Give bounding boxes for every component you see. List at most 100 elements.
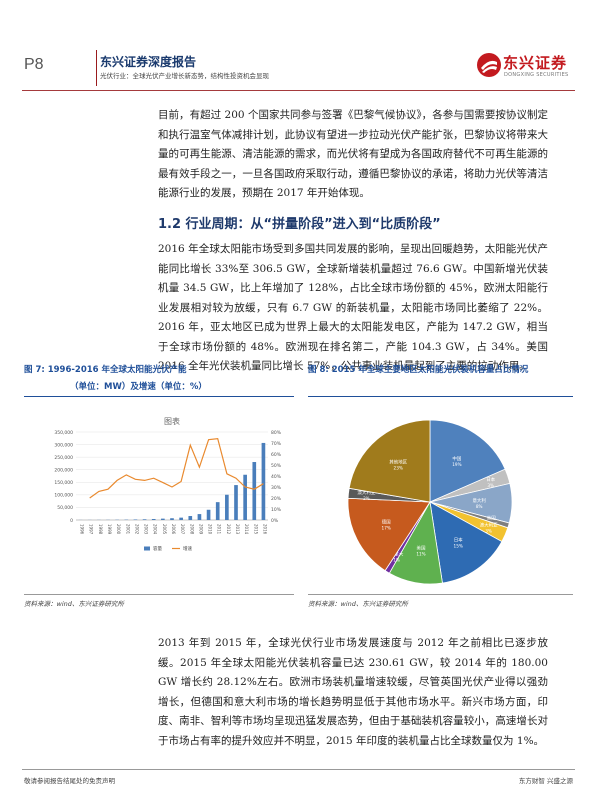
chart7-growth-line — [89, 437, 264, 499]
chart7-xtick: 2009 — [198, 524, 203, 535]
chart7-ytick-left: 100,000 — [54, 493, 73, 499]
pie-slice-pct: 1% — [393, 558, 400, 563]
pie-slice-label: 其他地区 — [389, 458, 407, 465]
chart7-bar — [151, 518, 156, 520]
pie-slice-pct: 2% — [363, 496, 370, 501]
chart7-xtick: 2012 — [226, 524, 231, 535]
chart7-bar — [133, 519, 138, 520]
chart7-ytick-left: 350,000 — [54, 430, 73, 436]
chart7-xtick: 2016 — [262, 524, 267, 535]
chart7-ytick-right: 10% — [271, 507, 282, 513]
chart7-xtick: 2011 — [217, 524, 222, 535]
chart7-bar — [142, 519, 147, 520]
chart7-xtick: 2007 — [180, 524, 185, 535]
pie-slice-label: 澳大利亚 — [480, 522, 498, 529]
chart7-xtick: 2003 — [144, 524, 149, 535]
chart7-legend-bar-swatch — [144, 546, 150, 551]
footer-slogan: 东方财智 兴盛之源 — [518, 777, 573, 785]
logo-mark-icon — [477, 53, 501, 77]
pie-slice-pct: 15% — [454, 543, 463, 548]
fig7-caption-units: （单位：MW）及增速（单位：%） — [70, 382, 207, 392]
chart7-xtick: 2002 — [134, 524, 139, 535]
chart7-ytick-left: 50,000 — [57, 505, 73, 511]
chart7-ytick-right: 80% — [271, 430, 282, 436]
fig7-caption: 图 7: 1996-2016 年全球太阳能光伏产能 — [24, 365, 187, 375]
pie-slice-pct: 3% — [487, 483, 494, 488]
logo-name: 东兴证券 — [503, 54, 568, 72]
chart7-xtick: 1999 — [107, 524, 112, 535]
chart7-ytick-right: 70% — [271, 441, 282, 447]
chart7-xtick: 2010 — [208, 524, 213, 535]
pie-slice — [429, 419, 506, 503]
chart7-ytick-right: 0% — [271, 518, 279, 524]
page-number: P8 — [24, 56, 44, 73]
chart7-ytick-left: 300,000 — [54, 442, 73, 448]
chart7-xtick: 2014 — [244, 524, 249, 535]
pie-slice-label: 美国 — [487, 514, 496, 521]
chart7-bar — [188, 516, 193, 520]
header-divider — [96, 50, 97, 86]
chart7-xtick: 2015 — [253, 524, 258, 535]
chart7-xtick: 2006 — [171, 524, 176, 535]
region-share-pie-chart: 中国19%日本3%意大利8%美国澳大利亚3%日本15%美国11%加拿大1%德国1… — [347, 419, 513, 585]
paragraph-1: 目前，有超过 200 个国家共同参与签署《巴黎气候协议》，各参与国需要按协议制定… — [158, 109, 548, 199]
chart7-xtick: 2013 — [235, 524, 240, 535]
chart7-bar — [225, 494, 229, 520]
pie-slice-pct: 8% — [476, 504, 483, 509]
chart7-xtick: 1998 — [98, 524, 103, 535]
fig8-top-rule — [308, 396, 573, 397]
pie-slice-label: 日本 — [454, 536, 463, 543]
pie-slice — [347, 497, 431, 572]
chart7-ytick-right: 30% — [271, 485, 282, 491]
chart7-bar — [170, 518, 174, 520]
chart7-xtick: 1996 — [80, 524, 85, 535]
chart7-ytick-right: 60% — [271, 452, 282, 458]
fig7-bottom-rule — [24, 594, 294, 595]
paragraph-3: 2013 年到 2015 年，全球光伏行业市场发展速度与 2012 年之前相比已… — [158, 637, 548, 747]
pie-slice-label: 加拿大 — [390, 551, 404, 558]
fig8-caption: 图 8: 2015 年全球主要地区太阳能光伏装机容量占比情况 — [308, 365, 529, 375]
fig7-top-rule — [24, 396, 294, 397]
chart7-bar — [215, 502, 220, 520]
chart7-xtick: 2004 — [153, 524, 158, 535]
chart7-bar — [161, 518, 165, 520]
chart7-xtick: 2008 — [189, 524, 194, 535]
paragraph-2: 2016 年全球太阳能市场受到多国共同发展的影响，呈现出回暖趋势，太阳能光伏产能… — [158, 243, 548, 372]
chart7-ytick-left: 250,000 — [54, 455, 73, 461]
chart7-ytick-left: 200,000 — [54, 468, 73, 474]
fig8-bottom-rule — [308, 594, 573, 595]
report-title: 东兴证券深度报告 — [100, 55, 197, 69]
pie-slice-label: 澳大利亚 — [357, 489, 375, 496]
company-logo: 东兴证券 DONGXING SECURITIES — [476, 50, 576, 84]
pie-slice — [348, 419, 431, 503]
chart7-legend-bar-label: 容量 — [153, 545, 162, 552]
chart7-bar — [252, 462, 257, 520]
chart7-bar — [197, 514, 202, 520]
pie-slice-pct: 19% — [452, 462, 461, 467]
fig7-source: 资料来源：wind、东兴证券研究所 — [24, 600, 124, 608]
pie-slice-label: 日本 — [486, 476, 495, 483]
pie-slice-pct: 17% — [382, 525, 391, 530]
pie-slice-label: 中国 — [452, 455, 461, 462]
pie-slice-label: 德国 — [382, 518, 391, 525]
chart7-ytick-right: 50% — [271, 463, 282, 469]
fig8-source: 资料来源：wind、东兴证券研究所 — [308, 600, 408, 608]
chart7-legend-line-label: 增速 — [183, 545, 192, 552]
footer-rule — [22, 769, 575, 770]
chart7-bar — [261, 442, 266, 520]
disclaimer-note: 敬请参阅报告结尾处的免责声明 — [24, 777, 115, 785]
capacity-growth-chart: 图表 0 50,000 100,000 150,000 200,000 250,000 300… — [54, 416, 282, 552]
pie-slice — [429, 501, 503, 584]
page-header: P8 东兴证券深度报告 光伏行业：全球光伏产业增长新态势，结构性投资机会显现 东… — [0, 0, 595, 91]
logo-en: DONGXING SECURITIES — [504, 72, 569, 78]
chart7-bar — [243, 474, 247, 520]
chart7-ytick-right: 40% — [271, 474, 282, 480]
chart7-xtick: 2001 — [125, 524, 130, 535]
report-subtitle: 光伏行业：全球光伏产业增长新态势，结构性投资机会显现 — [100, 72, 269, 80]
pie-slice-pct: 3% — [485, 529, 492, 534]
header-rule — [22, 90, 575, 91]
chart7-xtick: 1997 — [89, 524, 94, 535]
pie-slice-label: 美国 — [417, 544, 426, 551]
pie-slice-label: 意大利 — [472, 497, 486, 504]
chart7-ytick-left: 150,000 — [54, 480, 73, 486]
